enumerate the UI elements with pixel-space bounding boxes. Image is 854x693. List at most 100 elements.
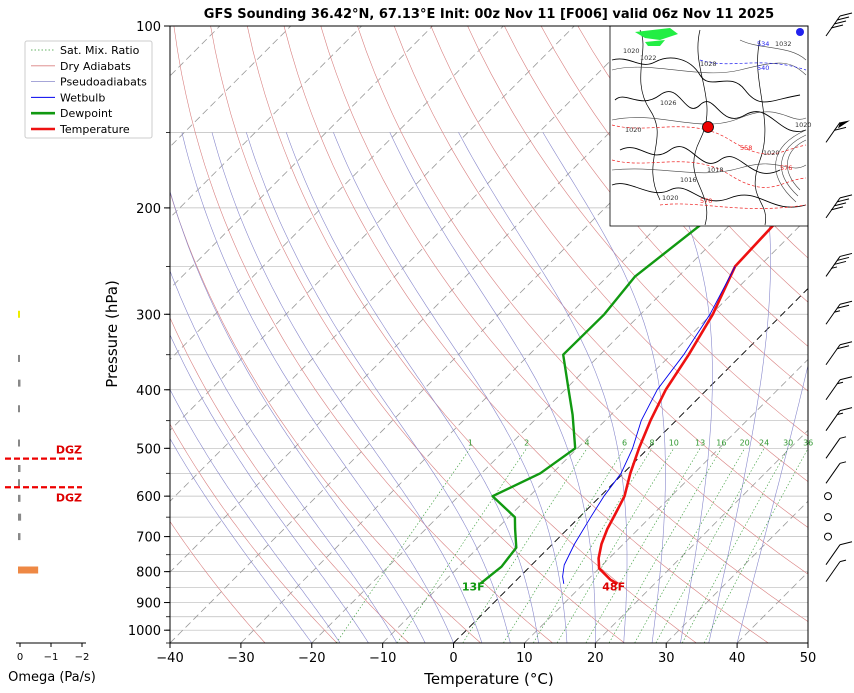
wind-barb	[825, 120, 850, 143]
wind-barb	[824, 492, 832, 501]
mixing-ratio-line	[336, 448, 471, 643]
thickness-label: 576	[780, 164, 792, 172]
barb-half	[836, 381, 844, 385]
calm-circle	[824, 532, 832, 541]
legend-label: Pseudoadiabats	[60, 76, 147, 89]
dry-adiabat	[173, 26, 553, 643]
mixing-ratio-line	[396, 448, 527, 643]
barb-full	[839, 12, 853, 17]
dry-adiabat	[170, 520, 266, 643]
thickness-label: 540	[757, 64, 769, 72]
wind-barb	[825, 12, 853, 37]
barb-shaft	[825, 379, 841, 401]
omega-bar	[18, 533, 21, 541]
calm-circle	[824, 492, 832, 501]
x-tick-label: 50	[800, 651, 817, 666]
dry-adiabat	[393, 26, 808, 528]
mixing-ratio-line	[703, 448, 808, 643]
dry-adiabat	[504, 26, 808, 392]
isotherm	[170, 26, 646, 502]
omega-tick-label: −1	[44, 652, 59, 663]
omega-bar	[18, 494, 21, 502]
isobar-label: 1020	[662, 194, 679, 202]
mixing-ratio-label: 10	[669, 438, 679, 447]
temperature-profile	[597, 195, 808, 585]
wind-barb	[824, 513, 832, 522]
dry-adiabat	[170, 191, 481, 643]
wind-barb	[825, 341, 853, 366]
barb-full	[839, 194, 853, 199]
isobar-label: 1018	[707, 166, 724, 174]
dry-adiabat	[430, 26, 808, 482]
x-tick-label: 20	[587, 651, 604, 666]
sounding-profiles	[479, 109, 808, 585]
y-axis-ticks: 100 200 300 400 500 600 700 800 900 1000	[128, 20, 170, 644]
isotherm	[170, 26, 292, 148]
mixing-ratio-line	[462, 448, 588, 643]
wind-barb	[825, 541, 853, 565]
barb-half	[839, 461, 847, 464]
isotherm	[595, 429, 808, 643]
mixing-ratio-label: 30	[783, 438, 793, 447]
barb-shaft	[825, 344, 841, 366]
pseudoadiabat	[246, 132, 511, 643]
pseudoadiabat	[181, 132, 454, 643]
omega-panel: 0 −1 −2 DGZ DGZ	[5, 310, 89, 663]
mixing-ratio-line	[655, 448, 765, 643]
wind-barb	[825, 376, 853, 401]
thickness-label: 570	[700, 197, 712, 205]
mixing-ratio-line	[682, 448, 789, 643]
barb-shaft	[825, 544, 841, 565]
isobar-label: 1026	[660, 99, 677, 107]
wind-barb	[825, 300, 853, 325]
legend-label: Dry Adiabats	[60, 60, 131, 73]
barb-full	[830, 24, 844, 29]
dry-adiabat	[210, 26, 625, 643]
barb-full	[839, 300, 853, 305]
omega-bar	[18, 354, 20, 362]
isotherm	[382, 217, 808, 643]
barb-shaft	[825, 463, 841, 484]
x-tick-label: −10	[369, 651, 396, 666]
surface-label: 13F	[462, 581, 485, 594]
wind-barbs	[824, 12, 853, 582]
legend-label: Sat. Mix. Ratio	[60, 44, 140, 57]
barb-half	[839, 436, 847, 439]
dry-adiabat	[320, 26, 808, 622]
pseudoadiabat	[389, 132, 596, 643]
pseudoadiabat	[170, 334, 369, 643]
barb-full	[836, 16, 850, 21]
y-tick-label: 100	[136, 20, 161, 35]
pseudoadiabat	[170, 269, 398, 643]
mixing-ratio-label: 20	[740, 438, 750, 447]
omega-bar	[18, 310, 20, 318]
dgz-label: DGZ	[56, 491, 82, 504]
y-tick-label: 300	[136, 308, 161, 323]
omega-bar	[18, 479, 20, 487]
barb-shaft	[825, 561, 841, 582]
isobar-label: 1028	[700, 60, 717, 68]
isotherm	[807, 642, 808, 643]
barb-full	[839, 407, 853, 412]
mixing-ratio-label: 8	[649, 438, 654, 447]
legend-label: Wetbulb	[60, 91, 105, 104]
inset-map: 1020102210281026103210201020101610181020…	[609, 25, 812, 227]
isobar-label: 1022	[640, 54, 657, 62]
pseudoadiabat	[170, 190, 426, 643]
omega-axis-label: Omega (Pa/s)	[8, 670, 96, 685]
mixing-ratio-line	[585, 448, 701, 643]
barb-full	[836, 345, 850, 350]
pseudoadiabat	[170, 388, 341, 643]
y-tick-label: 700	[136, 531, 161, 546]
mixing-ratio-label: 6	[622, 438, 627, 447]
x-tick-label: −30	[227, 651, 254, 666]
pseudoadiabat	[708, 132, 771, 643]
omega-tick-label: 0	[17, 652, 23, 663]
barb-full	[833, 260, 847, 265]
y-tick-label: 1000	[128, 624, 161, 639]
isotherm	[170, 26, 575, 431]
mixing-ratio-line	[503, 448, 625, 643]
pseudoadiabat	[643, 132, 713, 643]
y-tick-label: 500	[136, 442, 161, 457]
y-tick-label: 400	[136, 384, 161, 399]
